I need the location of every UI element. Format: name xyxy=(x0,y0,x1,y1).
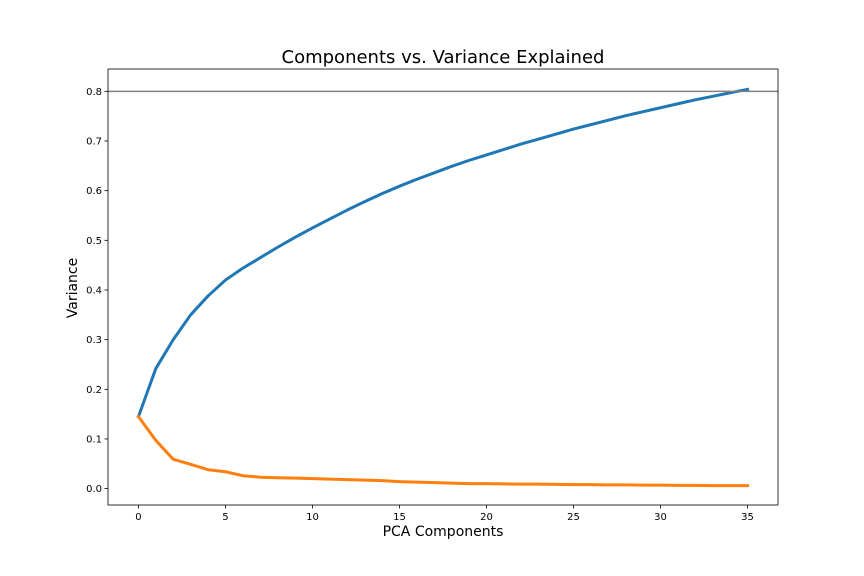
plot-area: 0 5 10 15 20 25 30 35 0.00.10.20.30.40.50.60.70… xyxy=(86,68,779,523)
series-line-2 xyxy=(136,414,750,488)
y-tick-label: 0.4 xyxy=(86,285,102,296)
y-axis-ticks: 0.0 0.1 0.2 0.3 0.4 0.5 0.6 0.7 0.8 xyxy=(86,87,108,495)
x-tick-label: 10 xyxy=(306,512,319,523)
y-tick-label: 0.1 xyxy=(86,434,102,445)
y-tick-label: 0.8 xyxy=(86,87,102,98)
x-tick-label: 35 xyxy=(741,512,754,523)
x-tick-label: 20 xyxy=(480,512,493,523)
series-line-1 xyxy=(136,87,750,419)
y-axis-label: Variance xyxy=(65,258,81,318)
y-tick-label: 0.2 xyxy=(86,385,102,396)
axes-frame xyxy=(107,68,779,506)
x-axis-label: PCA Components xyxy=(383,524,504,540)
x-tick-label: 25 xyxy=(567,512,580,523)
chart-title: Components vs. Variance Explained xyxy=(282,47,605,68)
x-tick-label: 0 xyxy=(135,512,141,523)
y-tick-label: 0.7 xyxy=(86,137,102,148)
y-tick-label: 0.0 xyxy=(86,484,102,495)
y-tick-label: 0.6 xyxy=(86,186,102,197)
series-lines xyxy=(136,87,750,488)
x-axis-ticks: 0 5 10 15 20 25 30 35 xyxy=(135,505,754,523)
x-tick-label: 15 xyxy=(393,512,406,523)
y-tick-label: 0.3 xyxy=(86,335,102,346)
x-tick-label: 30 xyxy=(654,512,667,523)
x-tick-label: 5 xyxy=(222,512,228,523)
y-tick-label: 0.5 xyxy=(86,236,102,247)
